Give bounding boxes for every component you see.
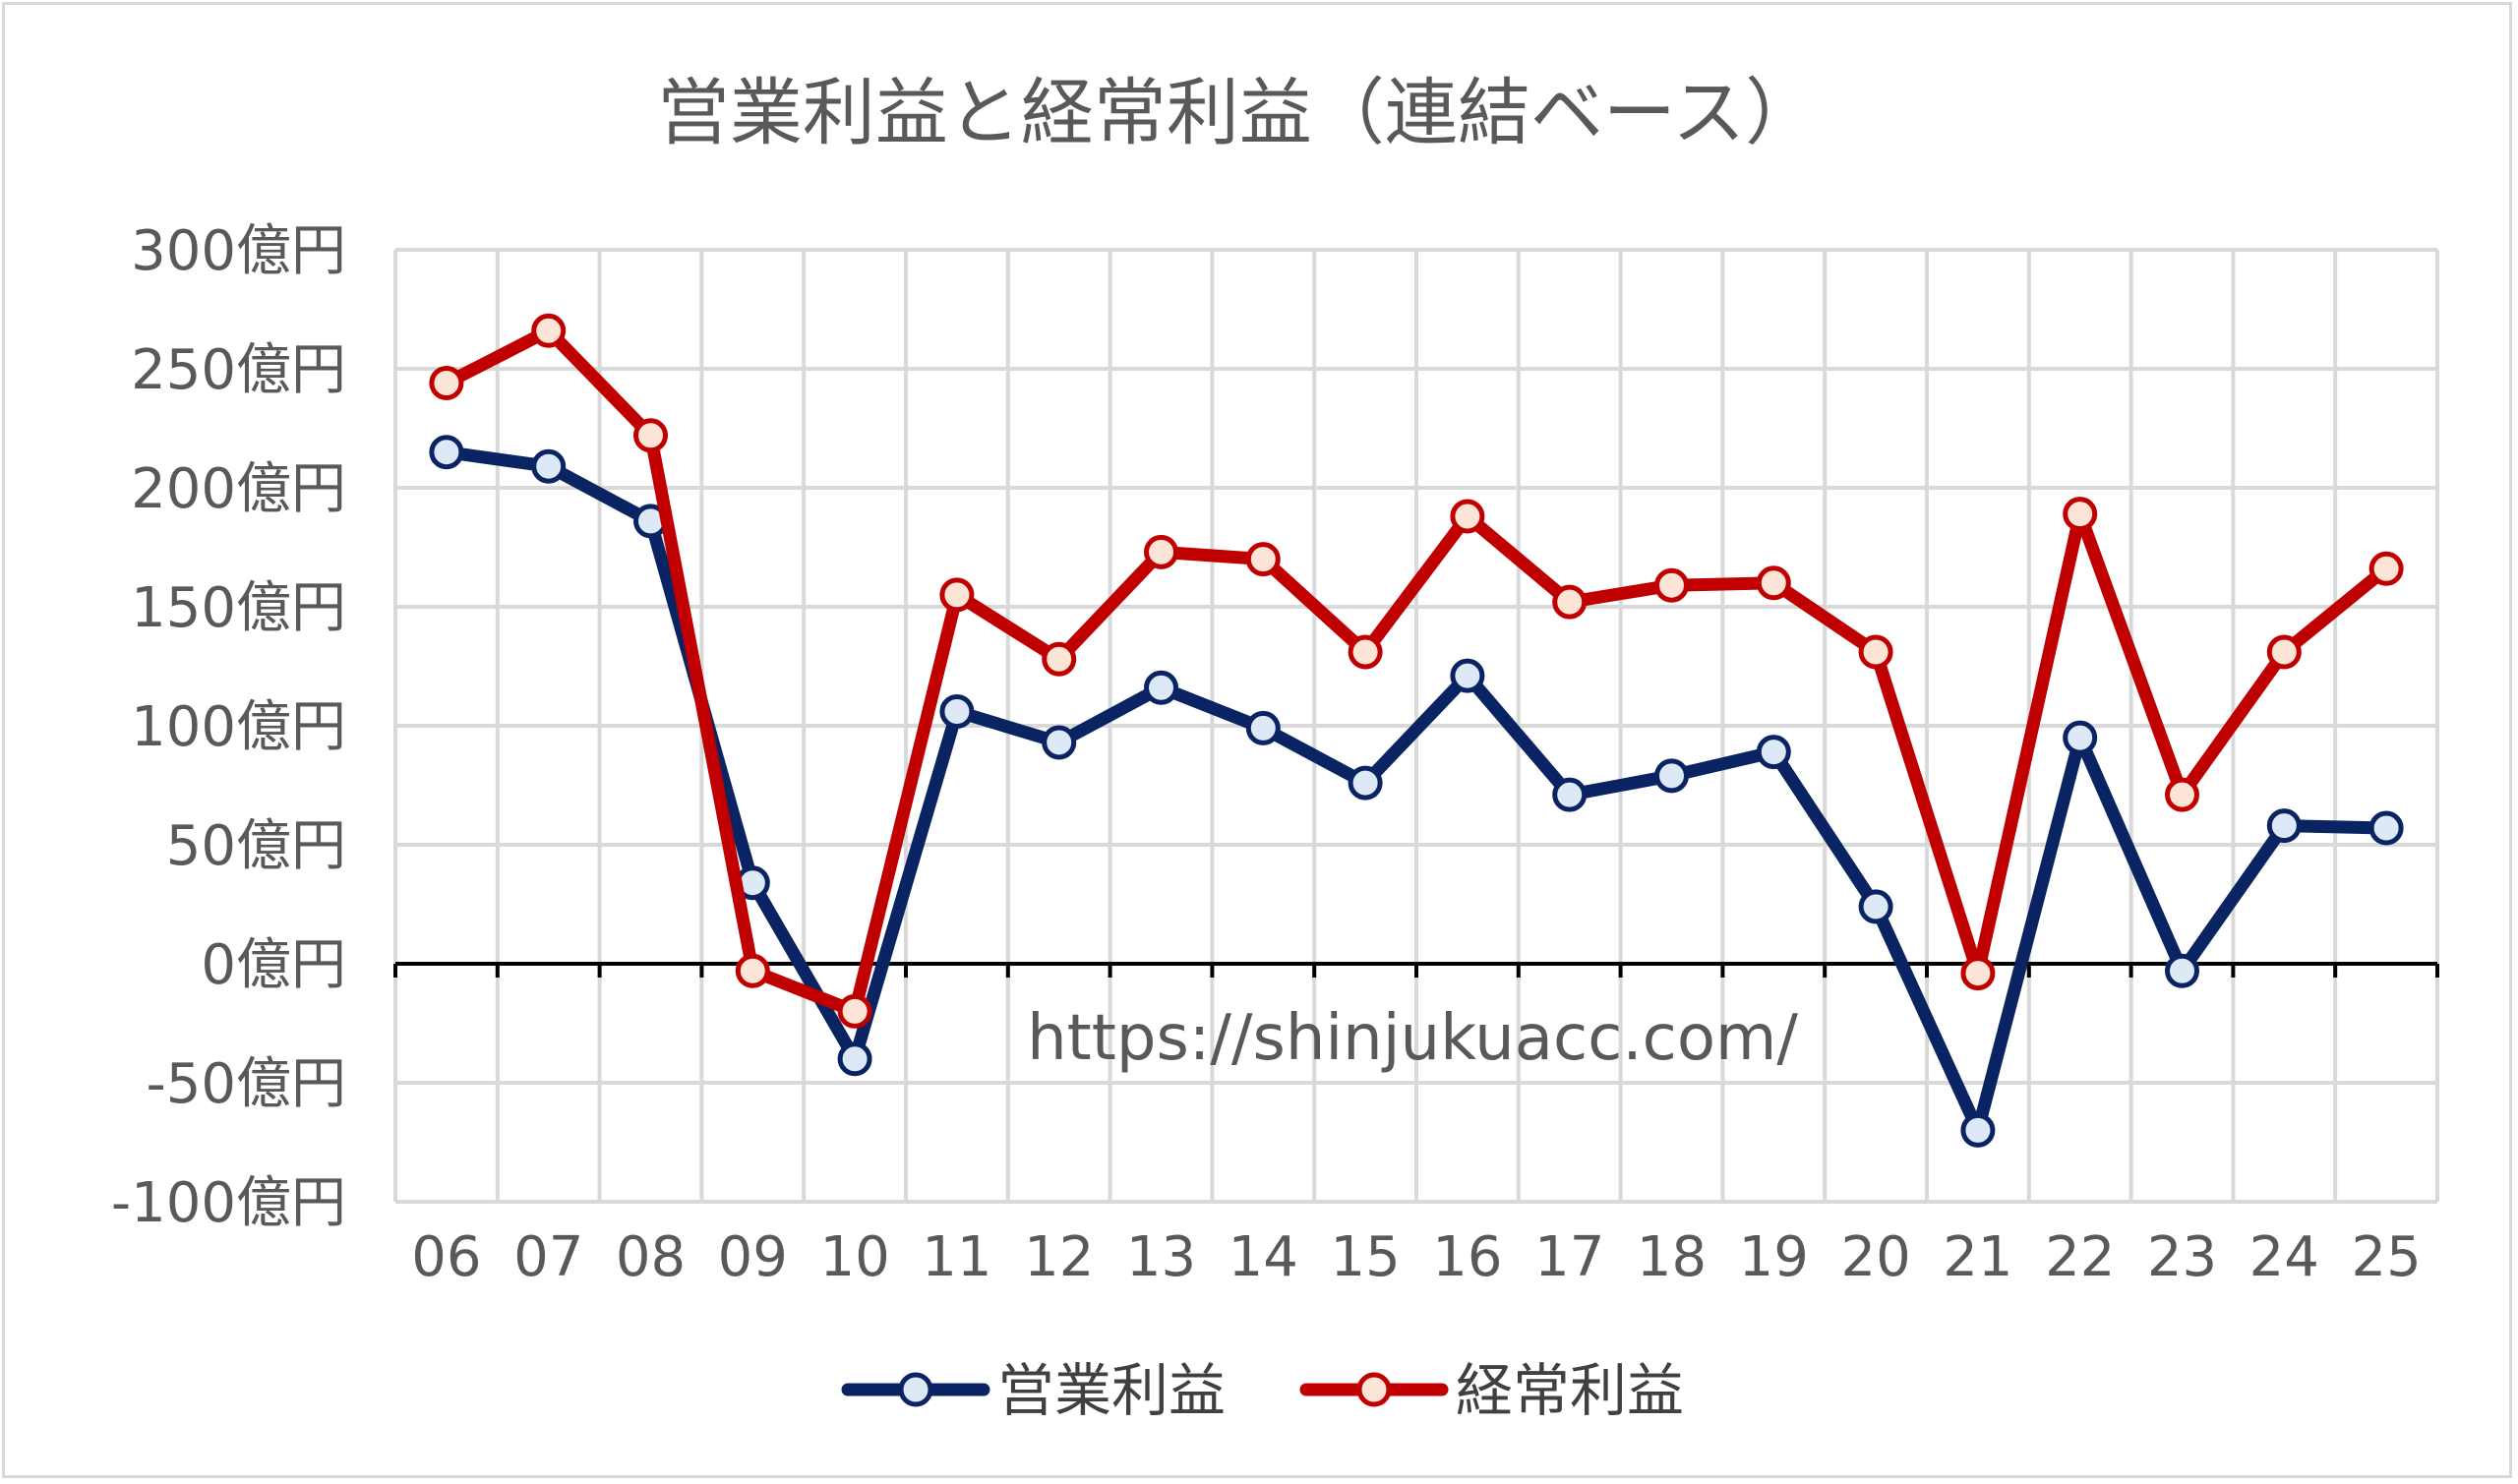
series-line <box>440 324 2393 1018</box>
data-point <box>837 1041 872 1077</box>
series-line <box>440 445 2393 1137</box>
data-point <box>429 435 464 470</box>
x-tick-label: 19 <box>1739 1225 1809 1289</box>
x-tick-label: 20 <box>1840 1225 1910 1289</box>
data-point <box>1450 499 1485 534</box>
data-point <box>1858 634 1893 670</box>
x-tick-label: 21 <box>1943 1225 2012 1289</box>
data-point <box>1960 956 1996 991</box>
data-point <box>1654 567 1689 603</box>
x-tick-label: 15 <box>1330 1225 1400 1289</box>
data-point <box>1245 710 1281 745</box>
legend-entry: 営業利益 <box>841 1357 1226 1424</box>
y-tick-label: -50億円 <box>147 1052 346 1116</box>
data-point <box>633 418 668 453</box>
data-point <box>735 953 770 988</box>
legend-label: 営業利益 <box>997 1357 1226 1424</box>
data-point <box>1756 735 1791 770</box>
x-tick-label: 25 <box>2351 1225 2421 1289</box>
data-point <box>1858 889 1893 924</box>
data-point <box>837 993 872 1029</box>
legend-swatch-marker <box>898 1372 933 1407</box>
series <box>429 313 2404 1148</box>
y-tick-label: 50億円 <box>166 814 346 878</box>
series-2 <box>429 313 2404 1029</box>
legend-entry: 経常利益 <box>1299 1357 1684 1424</box>
x-tick-label: 24 <box>2249 1225 2319 1289</box>
data-point <box>1654 758 1689 794</box>
data-point <box>1245 542 1281 577</box>
data-point <box>2266 634 2302 670</box>
x-tick-label: 16 <box>1432 1225 1502 1289</box>
x-tick-label: 12 <box>1024 1225 1094 1289</box>
data-point <box>1552 777 1588 812</box>
data-point <box>2165 777 2199 812</box>
y-tick-label: 0億円 <box>201 933 346 997</box>
x-tick-label: 14 <box>1229 1225 1298 1289</box>
x-tick-label: 23 <box>2147 1225 2217 1289</box>
x-tick-label: 13 <box>1126 1225 1196 1289</box>
x-tick-label: 17 <box>1534 1225 1604 1289</box>
x-tick-label: 11 <box>922 1225 991 1289</box>
x-tick-label: 07 <box>513 1225 583 1289</box>
data-point <box>531 448 567 484</box>
data-point <box>939 577 975 613</box>
y-tick-label: -100億円 <box>111 1171 346 1235</box>
data-point <box>531 313 567 348</box>
y-tick-label: 200億円 <box>131 457 346 521</box>
data-point <box>1552 584 1588 620</box>
series-1 <box>429 435 2404 1148</box>
data-point <box>1450 658 1485 693</box>
data-point <box>2063 497 2098 532</box>
watermark-url: https://shinjukuacc.com/ <box>1027 1002 1798 1075</box>
data-point <box>429 366 464 401</box>
data-point <box>2368 551 2404 586</box>
data-point <box>1144 534 1178 569</box>
y-tick-label: 300億円 <box>131 219 346 283</box>
legend: 営業利益 経常利益 <box>841 1357 1684 1424</box>
data-point <box>1756 565 1791 601</box>
data-point <box>939 693 975 729</box>
x-tick-label: 10 <box>819 1225 889 1289</box>
x-tick-label: 06 <box>411 1225 481 1289</box>
x-tick-label: 22 <box>2045 1225 2115 1289</box>
legend-swatch-marker <box>1356 1372 1392 1407</box>
y-tick-label: 250億円 <box>131 338 346 402</box>
data-point <box>1960 1112 1996 1148</box>
data-point <box>1042 725 1077 760</box>
data-point <box>2368 810 2404 846</box>
x-tick-label: 18 <box>1637 1225 1707 1289</box>
data-point <box>1348 765 1383 801</box>
x-tick-label: 09 <box>718 1225 788 1289</box>
x-tick-label: 08 <box>616 1225 686 1289</box>
data-point <box>2266 808 2302 844</box>
legend-label: 経常利益 <box>1456 1357 1684 1424</box>
data-point <box>1042 641 1077 677</box>
y-tick-label: 150億円 <box>131 576 346 640</box>
data-point <box>1348 634 1383 670</box>
y-tick-label: 100億円 <box>131 695 346 759</box>
data-point <box>2165 953 2199 988</box>
chart-title: 営業利益と経常利益（連結ベース） <box>657 71 1818 155</box>
axes: 300億円 250億円 200億円 150億円 100億円 50億円 0億円 -50億円 -10… <box>111 219 2439 1289</box>
data-point <box>1144 670 1178 705</box>
data-point <box>2063 720 2098 755</box>
